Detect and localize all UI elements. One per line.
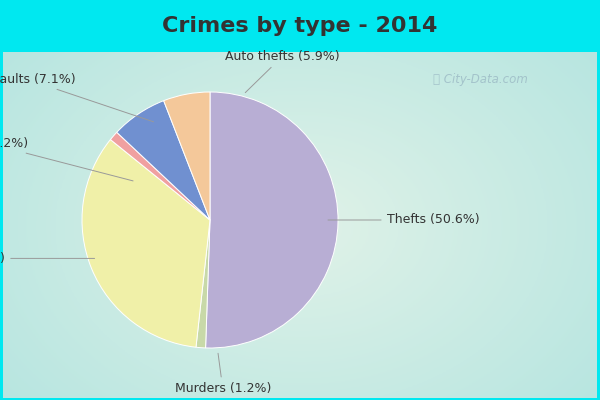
- Text: ⓘ City-Data.com: ⓘ City-Data.com: [433, 74, 527, 86]
- Text: Auto thefts (5.9%): Auto thefts (5.9%): [226, 50, 340, 93]
- Wedge shape: [117, 101, 210, 220]
- Text: Murders (1.2%): Murders (1.2%): [175, 353, 271, 396]
- Wedge shape: [110, 132, 210, 220]
- Wedge shape: [196, 220, 210, 348]
- Wedge shape: [82, 140, 210, 347]
- Text: Crimes by type - 2014: Crimes by type - 2014: [163, 16, 437, 36]
- Text: Arson (1.2%): Arson (1.2%): [0, 137, 133, 181]
- Text: Burglaries (34.1%): Burglaries (34.1%): [0, 252, 95, 265]
- Wedge shape: [164, 92, 210, 220]
- Text: Thefts (50.6%): Thefts (50.6%): [328, 214, 479, 226]
- Wedge shape: [206, 92, 338, 348]
- Text: Assaults (7.1%): Assaults (7.1%): [0, 73, 154, 122]
